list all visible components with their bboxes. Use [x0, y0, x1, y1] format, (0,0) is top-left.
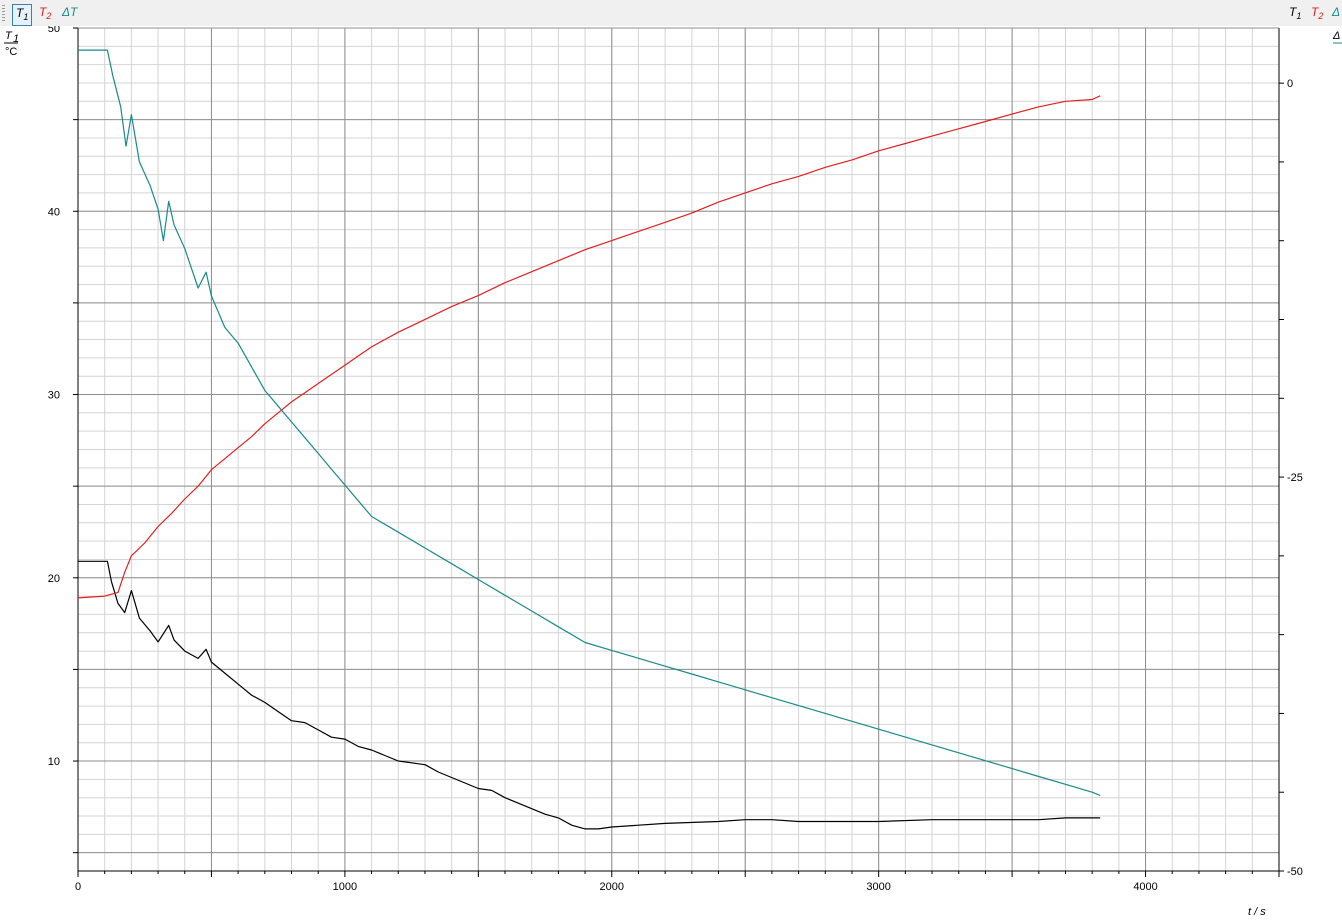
right-axis-select-delta[interactable]: Δ: [1332, 4, 1340, 20]
series-line-delta-t: [78, 49, 1101, 796]
x-tick-label: 2000: [600, 881, 624, 893]
chart-svg[interactable]: 0 1000 2000 3000 4000 10 20 30 40 50 -50 -25 0 T 1°C Δt…: [0, 26, 1342, 921]
curve-symbol: T: [39, 5, 47, 19]
y-right-tick-label: 0: [1287, 78, 1293, 90]
curve-subscript: 1: [23, 12, 29, 22]
y-left-tick-label: 20: [48, 573, 60, 585]
right-axis-select-t2[interactable]: T2: [1311, 4, 1323, 24]
x-tick-label: 0: [75, 881, 81, 893]
y-left-tick-label: 50: [48, 26, 60, 35]
series-line-t1: [78, 560, 1101, 830]
y-left-tick-label: 30: [48, 390, 60, 402]
x-axis-label: t / s: [1248, 906, 1266, 918]
curve-subscript: 2: [46, 11, 52, 21]
curve-subscript: 2: [1318, 11, 1324, 21]
y-right-tick-label: -50: [1287, 866, 1303, 878]
curve-symbol: T: [1311, 5, 1319, 19]
y-left-tick-label: 10: [48, 756, 60, 768]
right-axis-select-t1[interactable]: T1: [1289, 4, 1301, 24]
curve-symbol: T: [1289, 5, 1297, 19]
x-tick-label: 1000: [333, 881, 357, 893]
y-right-axis-label: Δ: [1332, 30, 1340, 42]
curve-symbol: ΔT: [62, 5, 78, 19]
y-left-axis-label-subscript: 1: [13, 33, 19, 45]
curve-select-delta-t[interactable]: ΔT: [62, 4, 77, 20]
x-tick-label: 3000: [866, 881, 890, 893]
series-line-t2: [77, 95, 1101, 599]
curve-select-t1[interactable]: T1: [12, 4, 33, 26]
curve-toolbar: T1 T2 ΔT T1 T2 Δ: [0, 0, 1342, 27]
curve-symbol: Δ: [1332, 5, 1341, 19]
curve-symbol: T: [16, 6, 24, 20]
chart-background: [0, 26, 1342, 921]
curve-subscript: 1: [1296, 11, 1302, 21]
curve-select-t2[interactable]: T2: [39, 4, 51, 24]
y-left-axis-unit: °C: [5, 46, 17, 58]
y-left-tick-label: 40: [48, 206, 60, 218]
x-tick-label: 4000: [1133, 881, 1157, 893]
toolbar-grip[interactable]: [2, 5, 5, 21]
y-right-tick-label: -25: [1287, 472, 1303, 484]
y-left-axis-label: T: [5, 30, 13, 42]
